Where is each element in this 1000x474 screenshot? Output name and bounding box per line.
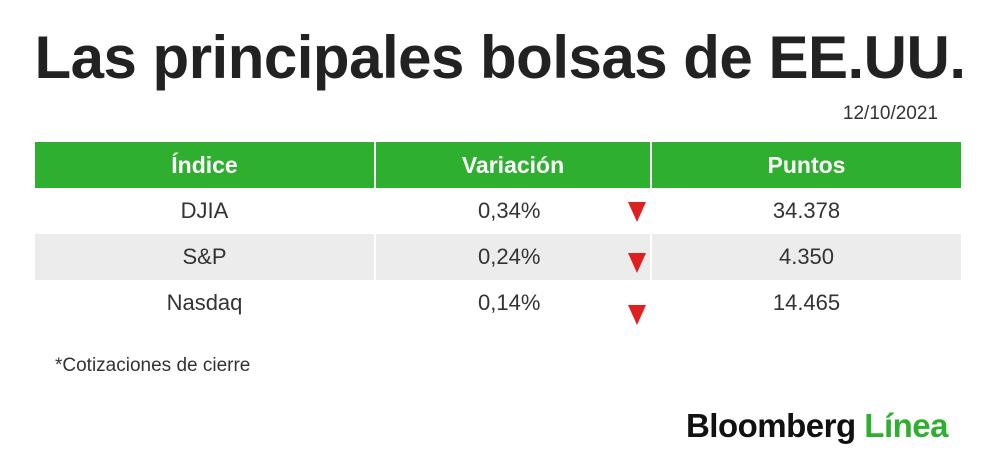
down-triangle-icon bbox=[628, 253, 646, 273]
brand-accent: Línea bbox=[864, 407, 948, 444]
table-row: S&P 0,24% 4.350 bbox=[35, 234, 961, 280]
table-row: DJIA 0,34% 34.378 bbox=[35, 188, 961, 234]
down-triangle-icon bbox=[628, 202, 646, 222]
index-name: Nasdaq bbox=[166, 290, 243, 315]
points-value: 34.378 bbox=[650, 188, 961, 234]
indices-table: Índice Variación Puntos DJIA 0,34% 34.37… bbox=[35, 142, 961, 326]
brand-logo: Bloomberg Línea bbox=[685, 404, 949, 448]
points-value: 4.350 bbox=[650, 234, 961, 280]
table-header: Índice Variación Puntos bbox=[35, 142, 961, 188]
page-title: Las principales bolsas de EE.UU. bbox=[34, 24, 967, 91]
variation-value: 0,14% bbox=[478, 290, 541, 315]
footnote: *Cotizaciones de cierre bbox=[55, 355, 251, 376]
header-points: Puntos bbox=[650, 142, 961, 188]
variation-cell: 0,34% bbox=[374, 188, 650, 234]
table-row: Nasdaq 0,14% 14.465 bbox=[35, 280, 961, 326]
index-name: S&P bbox=[182, 244, 227, 269]
header-variation: Variación bbox=[374, 142, 650, 188]
index-name: DJIA bbox=[180, 198, 229, 223]
variation-value: 0,24% bbox=[478, 244, 541, 269]
header-index: Índice bbox=[171, 151, 238, 178]
down-triangle-icon bbox=[628, 305, 646, 325]
variation-cell: 0,14% bbox=[374, 280, 650, 326]
variation-value: 0,34% bbox=[478, 198, 541, 223]
points-value: 14.465 bbox=[650, 280, 961, 326]
variation-cell: 0,24% bbox=[374, 234, 650, 280]
date-label: 12/10/2021 bbox=[842, 103, 938, 124]
brand-name: Bloomberg bbox=[685, 407, 856, 444]
